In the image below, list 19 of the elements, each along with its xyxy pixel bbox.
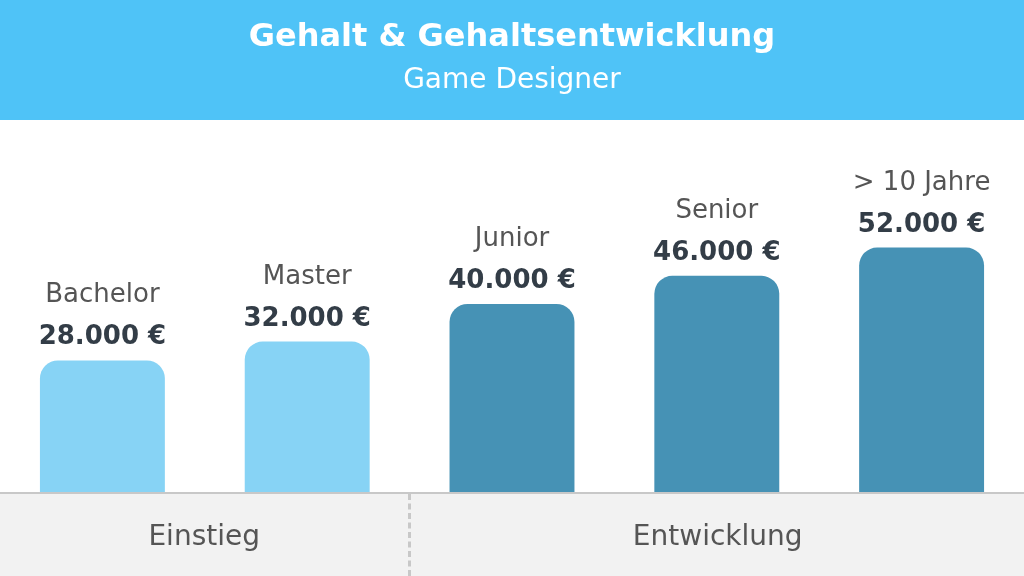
bar: [449, 304, 575, 492]
bar: [859, 247, 985, 492]
x-tick-label: Master: [262, 259, 352, 290]
data-label: 28.000 €: [38, 320, 167, 351]
x-tick-label: > 10 Jahre: [852, 165, 991, 196]
x-tick-label: Senior: [675, 193, 759, 224]
data-label: 40.000 €: [448, 264, 576, 294]
chart-subtitle: Game Designer: [402, 62, 622, 95]
data-label: 46.000 €: [653, 235, 781, 266]
data-label: 32.000 €: [243, 301, 371, 332]
bar: [39, 360, 165, 492]
x-tick-label: Junior: [472, 222, 550, 252]
x-tick-label: Bachelor: [45, 278, 160, 309]
bar: [244, 341, 370, 492]
bar: [654, 275, 780, 492]
chart-title: Gehalt & Gehaltsentwicklung: [247, 15, 777, 54]
text: Einstieg: [147, 517, 261, 554]
data-label: 52.000 €: [857, 207, 986, 238]
text: Entwicklung: [408, 494, 1024, 576]
